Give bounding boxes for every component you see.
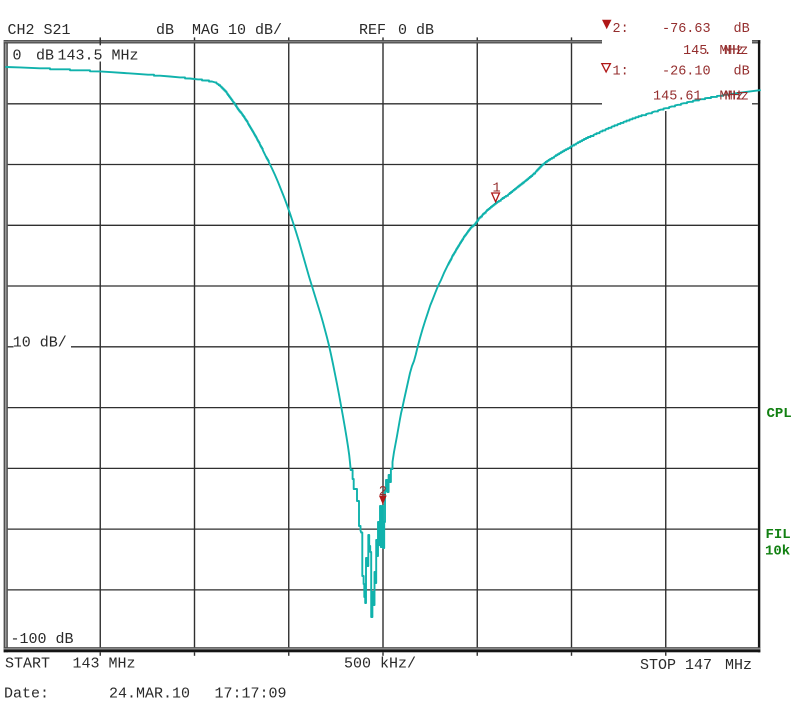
svg-text:1: 1 <box>493 182 501 197</box>
svg-text:145: 145 <box>683 44 707 59</box>
svg-text:24.MAR.10: 24.MAR.10 <box>109 686 190 703</box>
svg-text:0: 0 <box>13 48 22 65</box>
svg-text:MHz: MHz <box>720 44 744 59</box>
svg-text:Date:: Date: <box>4 686 49 703</box>
svg-text:10 dB/: 10 dB/ <box>13 335 67 352</box>
svg-text:dB: dB <box>734 22 750 37</box>
svg-text:2:: 2: <box>613 22 629 37</box>
svg-text:0 dB: 0 dB <box>398 22 434 39</box>
svg-text:MAG 10 dB/: MAG 10 dB/ <box>192 22 282 39</box>
svg-text:143.5 MHz: 143.5 MHz <box>58 48 139 65</box>
svg-text:.: . <box>704 44 712 59</box>
svg-text:MHz: MHz <box>720 90 744 105</box>
svg-text:10k: 10k <box>765 544 790 560</box>
svg-text:MHz: MHz <box>725 90 749 105</box>
svg-text:dB: dB <box>36 48 54 65</box>
svg-text:MHz: MHz <box>725 657 752 674</box>
svg-text:2: 2 <box>379 485 387 500</box>
svg-text:CPL: CPL <box>767 406 792 422</box>
svg-text:CH2 S21: CH2 S21 <box>8 22 71 39</box>
svg-text:dB: dB <box>156 22 174 39</box>
svg-text:147: 147 <box>685 657 712 674</box>
svg-text:STOP: STOP <box>640 657 676 674</box>
svg-text:-100 dB: -100 dB <box>11 631 74 648</box>
svg-text:17:17:09: 17:17:09 <box>215 686 287 703</box>
svg-text:-26.10: -26.10 <box>662 65 711 80</box>
svg-text:dB: dB <box>734 65 750 80</box>
svg-text:1:: 1: <box>613 65 629 80</box>
svg-text:FIL: FIL <box>766 527 791 543</box>
svg-text:MHz: MHz <box>724 44 748 59</box>
svg-text:START: START <box>5 656 50 673</box>
svg-text:500 kHz/: 500 kHz/ <box>344 656 416 673</box>
svg-text:143 MHz: 143 MHz <box>73 656 136 673</box>
svg-text:REF: REF <box>359 22 386 39</box>
svg-text:145.61: 145.61 <box>653 90 702 105</box>
svg-text:-76.63: -76.63 <box>662 22 711 37</box>
